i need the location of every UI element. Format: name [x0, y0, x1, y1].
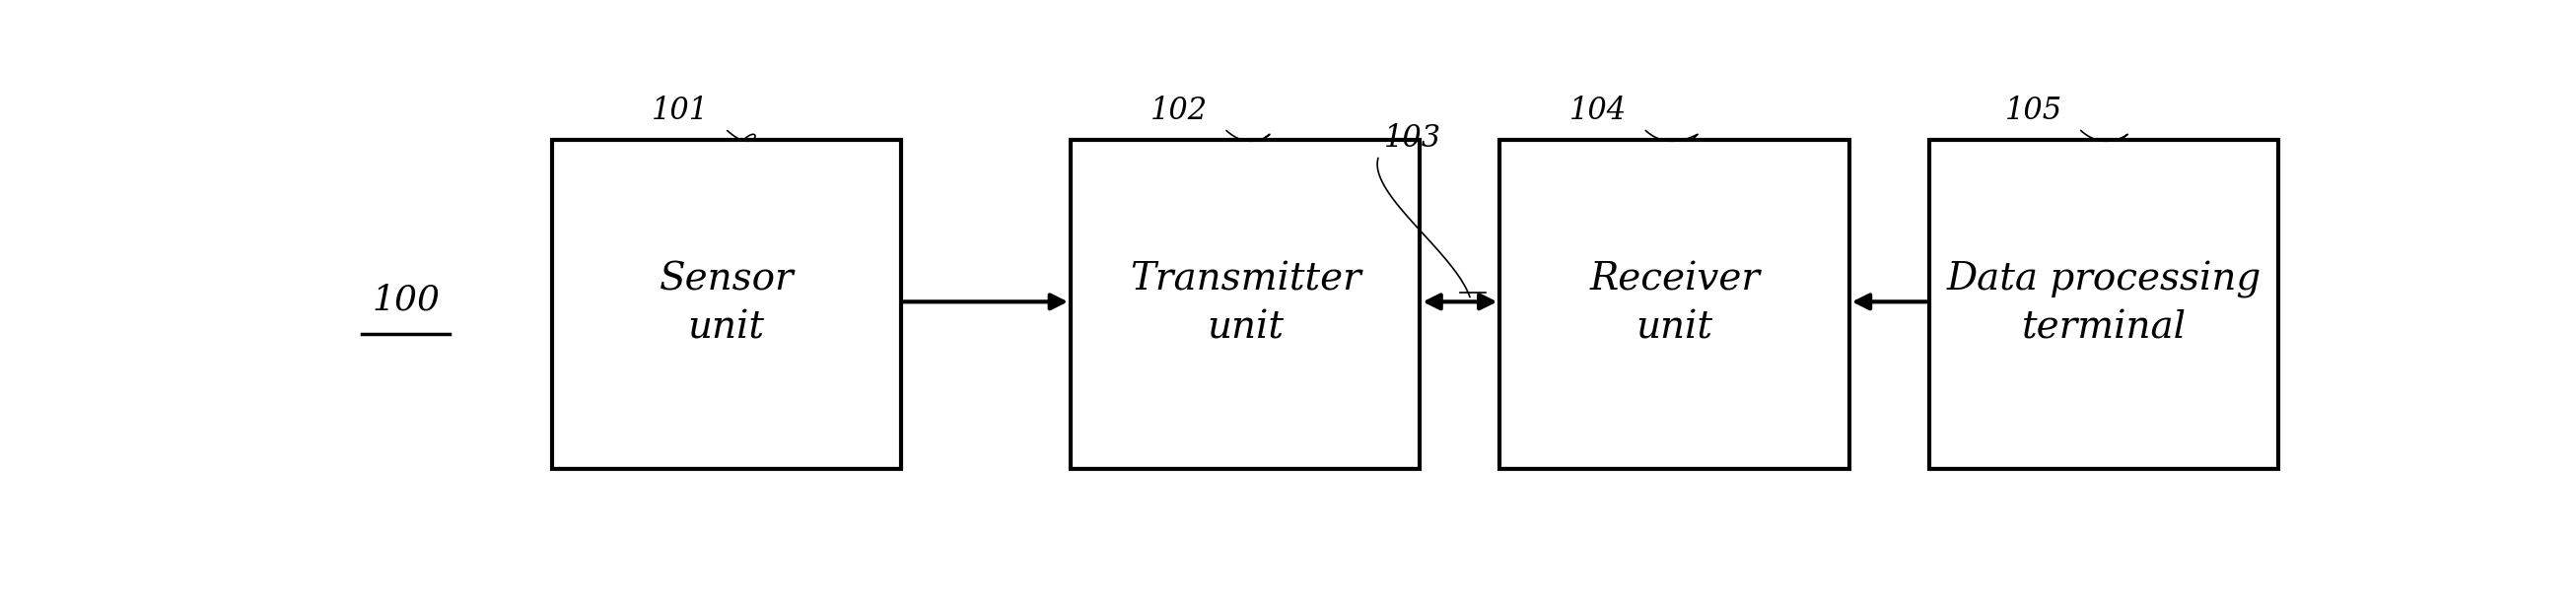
Text: 100: 100	[371, 283, 440, 316]
Text: Receiver
unit: Receiver unit	[1589, 262, 1759, 346]
Text: Sensor
unit: Sensor unit	[659, 262, 793, 346]
Bar	[1929, 140, 2280, 468]
Text: 104: 104	[1569, 95, 1628, 126]
Bar	[1072, 140, 1419, 468]
Text: 102: 102	[1151, 95, 1208, 126]
Text: Data processing
terminal: Data processing terminal	[1947, 262, 2262, 347]
Text: 103: 103	[1383, 123, 1443, 154]
Text: Transmitter
unit: Transmitter unit	[1131, 262, 1360, 346]
Text: 105: 105	[2004, 95, 2063, 126]
Bar	[1499, 140, 1850, 468]
Text: 101: 101	[652, 95, 708, 126]
Bar	[551, 140, 902, 468]
